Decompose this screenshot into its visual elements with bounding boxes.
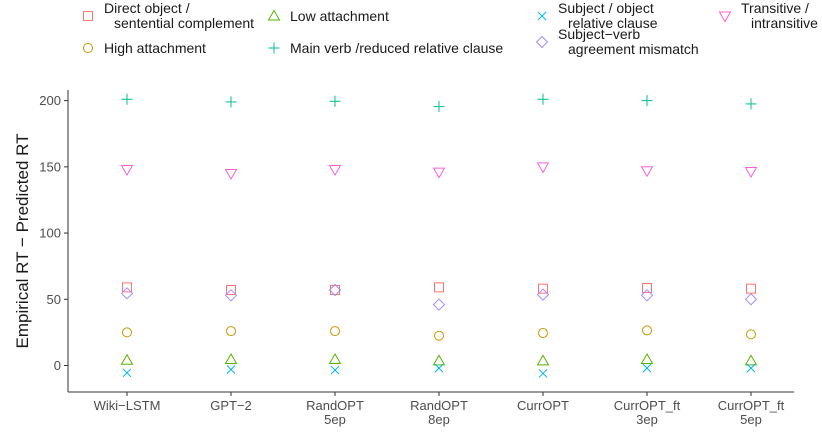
data-point — [121, 93, 133, 105]
legend-item: High attachment — [83, 40, 206, 56]
data-point — [640, 289, 654, 302]
data-point — [538, 369, 548, 378]
data-point — [226, 285, 236, 296]
y-tick-label: 150 — [39, 159, 61, 174]
data-point — [120, 353, 134, 365]
x-tick-label: RandOPT 8ep — [410, 398, 468, 427]
legend-label: Subject / object relative clause — [558, 0, 658, 31]
data-point — [226, 365, 236, 374]
data-point — [642, 283, 652, 294]
data-point — [120, 287, 134, 300]
data-point — [536, 288, 550, 301]
legend-item: Low attachment — [267, 8, 389, 24]
data-point — [122, 327, 132, 338]
data-point — [640, 166, 654, 178]
data-point — [744, 166, 758, 178]
legend-key — [83, 11, 93, 21]
data-point — [746, 363, 756, 373]
data-point — [330, 326, 340, 337]
data-point — [330, 365, 340, 375]
legend-label: Main verb /reduced relative clause — [290, 40, 503, 56]
x-axis-ticks: Wiki−LSTM GPT−2 RandOPT 5ep RandOPT 8ep CurrOP… — [94, 392, 785, 427]
legend: Direct object / sentential complement High… — [83, 0, 818, 57]
legend-key — [267, 9, 281, 21]
data-point — [328, 353, 342, 365]
legend-item: Direct object / sentential complement — [83, 0, 254, 31]
legend-key — [537, 11, 547, 21]
x-tick-label: Wiki−LSTM — [94, 398, 161, 413]
data-point — [537, 93, 549, 105]
y-axis-ticks: 0 50 100 150 200 — [39, 93, 68, 373]
data-point — [744, 293, 758, 306]
data-point — [538, 283, 548, 294]
data-markers — [120, 93, 758, 378]
data-point — [120, 164, 134, 176]
data-point — [224, 353, 238, 365]
legend-key — [268, 42, 280, 54]
legend-key — [718, 11, 732, 23]
data-point — [642, 325, 652, 336]
plot-area: 0 50 100 150 200 Wiki−LSTM GPT−2 RandOPT 5ep Ran… — [39, 90, 794, 427]
y-tick-label: 50 — [47, 292, 61, 307]
data-point — [641, 95, 653, 107]
data-point — [122, 368, 132, 378]
y-tick-label: 200 — [39, 93, 61, 108]
data-point — [434, 330, 444, 341]
data-point — [330, 285, 340, 296]
legend-item: Subject / object relative clause — [537, 0, 658, 31]
legend-key — [83, 43, 93, 53]
data-point — [224, 289, 238, 302]
data-point — [329, 95, 341, 107]
x-tick-label: RandOPT 5ep — [306, 398, 364, 427]
data-point — [328, 164, 342, 176]
legend-label: Subject−verb agreement mismatch — [558, 26, 699, 57]
data-point — [432, 167, 446, 179]
legend-label: Direct object / sentential complement — [104, 0, 254, 31]
data-point — [226, 326, 236, 337]
legend-label: High attachment — [104, 40, 206, 56]
data-point — [536, 354, 550, 366]
data-point — [328, 283, 342, 297]
legend-item: Transitive / intransitive — [718, 0, 818, 31]
legend-item: Main verb /reduced relative clause — [268, 40, 503, 56]
data-point — [433, 101, 445, 113]
data-point — [434, 363, 444, 373]
x-tick-label: GPT−2 — [210, 398, 252, 413]
legend-item: Subject−verb agreement mismatch — [535, 26, 699, 57]
x-tick-label: CurrOPT — [517, 398, 569, 413]
data-point — [746, 283, 756, 294]
data-point — [434, 282, 444, 293]
data-point — [538, 328, 548, 339]
y-tick-label: 0 — [54, 358, 61, 373]
data-point — [640, 353, 654, 365]
data-point — [746, 329, 756, 340]
x-tick-label: CurrOPT_ft 3ep — [614, 398, 681, 427]
data-point — [536, 162, 550, 174]
data-point — [122, 282, 132, 293]
x-tick-label: CurrOPT_ft 5ep — [718, 398, 785, 427]
data-point — [642, 363, 652, 373]
data-point — [432, 298, 446, 311]
y-tick-label: 100 — [39, 226, 61, 241]
data-point — [224, 168, 238, 180]
y-axis-title: Empirical RT − Predicted RT — [13, 134, 32, 349]
data-point — [432, 354, 446, 366]
legend-key — [535, 35, 549, 49]
legend-label: Low attachment — [290, 8, 389, 24]
data-point — [225, 96, 237, 108]
legend-label: Transitive / intransitive — [741, 0, 818, 31]
data-point — [745, 98, 757, 110]
data-point — [744, 354, 758, 366]
